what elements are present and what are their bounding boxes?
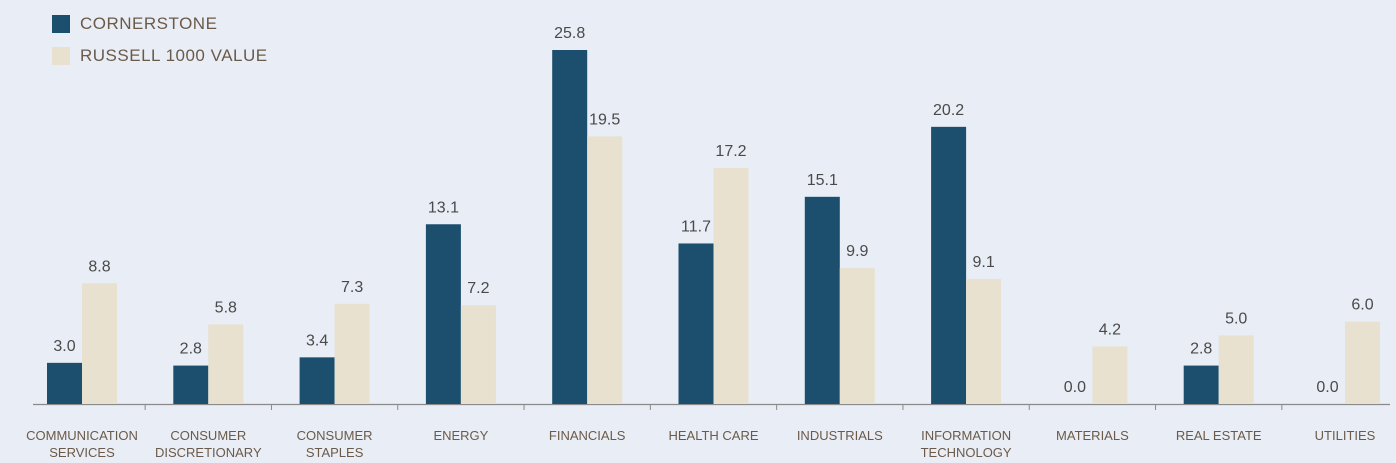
category-label-line: FINANCIALS [549,428,626,443]
legend-item-cornerstone: CORNERSTONE [52,8,268,40]
bar-russell-1000-value-information-technology [966,279,1002,404]
value-label-russell-1000-value-health-care: 17.2 [715,143,746,160]
value-label-cornerstone-utilities: 0.0 [1316,379,1338,396]
category-label-line: TECHNOLOGY [921,445,1012,460]
value-label-cornerstone-real-estate: 2.8 [1190,341,1212,358]
bar-cornerstone-health-care [678,243,714,404]
legend-item-russell-1000-value: RUSSELL 1000 VALUE [52,40,268,72]
bar-cornerstone-industrials [804,196,840,404]
value-label-cornerstone-consumer-discretionary: 2.8 [180,341,202,358]
category-label-line: INDUSTRIALS [797,428,883,443]
bar-cornerstone-information-technology [931,126,967,404]
value-label-russell-1000-value-information-technology: 9.1 [972,254,994,271]
legend-swatch-russell-1000-value [52,47,70,65]
value-label-cornerstone-materials: 0.0 [1064,379,1086,396]
value-label-cornerstone-financials: 25.8 [554,25,585,42]
bar-cornerstone-real-estate [1183,365,1219,404]
category-label-industrials: INDUSTRIALS [797,428,883,443]
value-label-cornerstone-industrials: 15.1 [807,172,838,189]
bar-russell-1000-value-energy [460,305,496,404]
category-label-line: CONSUMER [170,428,246,443]
value-label-russell-1000-value-utilities: 6.0 [1351,297,1373,314]
value-label-russell-1000-value-real-estate: 5.0 [1225,310,1247,327]
bar-russell-1000-value-consumer-staples [334,303,370,404]
value-label-cornerstone-consumer-staples: 3.4 [306,332,328,349]
value-label-cornerstone-energy: 13.1 [428,199,459,216]
bar-cornerstone-energy [425,224,461,404]
bar-russell-1000-value-real-estate [1218,335,1254,404]
bar-russell-1000-value-communication-services [82,283,117,404]
value-label-cornerstone-information-technology: 20.2 [933,102,964,119]
legend-swatch-cornerstone [52,15,70,33]
bar-russell-1000-value-health-care [713,168,749,404]
bar-russell-1000-value-industrials [839,268,875,404]
category-label-line: SERVICES [49,445,115,460]
bar-cornerstone-consumer-discretionary [173,365,209,404]
category-label-energy: ENERGY [433,428,488,443]
value-label-russell-1000-value-materials: 4.2 [1099,321,1121,338]
value-label-russell-1000-value-communication-services: 8.8 [88,258,110,275]
category-label-financials: FINANCIALS [549,428,626,443]
category-label-line: REAL ESTATE [1176,428,1262,443]
value-label-cornerstone-health-care: 11.7 [681,218,711,235]
legend-label-cornerstone: CORNERSTONE [80,14,218,33]
bar-cornerstone-communication-services [47,362,82,404]
bar-cornerstone-financials [552,50,588,404]
category-label-line: HEALTH CARE [668,428,758,443]
category-label-utilities: UTILITIES [1315,428,1376,443]
value-label-russell-1000-value-industrials: 9.9 [846,243,868,260]
category-label-line: MATERIALS [1056,428,1129,443]
category-label-line: ENERGY [433,428,488,443]
category-label-line: UTILITIES [1315,428,1376,443]
bar-cornerstone-consumer-staples [299,357,335,404]
category-label-line: DISCRETIONARY [155,445,262,460]
legend: CORNERSTONE RUSSELL 1000 VALUE [52,8,268,72]
category-label-real-estate: REAL ESTATE [1176,428,1262,443]
bar-russell-1000-value-consumer-discretionary [208,324,244,404]
category-label-health-care: HEALTH CARE [668,428,758,443]
category-label-materials: MATERIALS [1056,428,1129,443]
category-label-information-technology: INFORMATION TECHNOLOGY [921,428,1012,460]
category-label-consumer-discretionary: CONSUMER DISCRETIONARY [155,428,262,460]
bar-russell-1000-value-utilities [1345,321,1380,404]
category-label-line: STAPLES [306,445,364,460]
bar-russell-1000-value-financials [587,136,623,404]
value-label-russell-1000-value-energy: 7.2 [467,280,489,297]
category-label-line: CONSUMER [297,428,373,443]
category-label-line: INFORMATION [921,428,1011,443]
category-label-consumer-staples: CONSUMER STAPLES [297,428,373,460]
value-label-russell-1000-value-consumer-staples: 7.3 [341,279,363,296]
value-label-cornerstone-communication-services: 3.0 [53,338,75,355]
value-label-russell-1000-value-financials: 19.5 [589,111,620,128]
value-label-russell-1000-value-consumer-discretionary: 5.8 [215,299,237,316]
legend-label-russell-1000-value: RUSSELL 1000 VALUE [80,46,268,65]
category-label-communication-services: COMMUNICATION SERVICES [26,428,138,460]
bar-russell-1000-value-materials [1092,346,1128,404]
category-label-line: COMMUNICATION [26,428,138,443]
